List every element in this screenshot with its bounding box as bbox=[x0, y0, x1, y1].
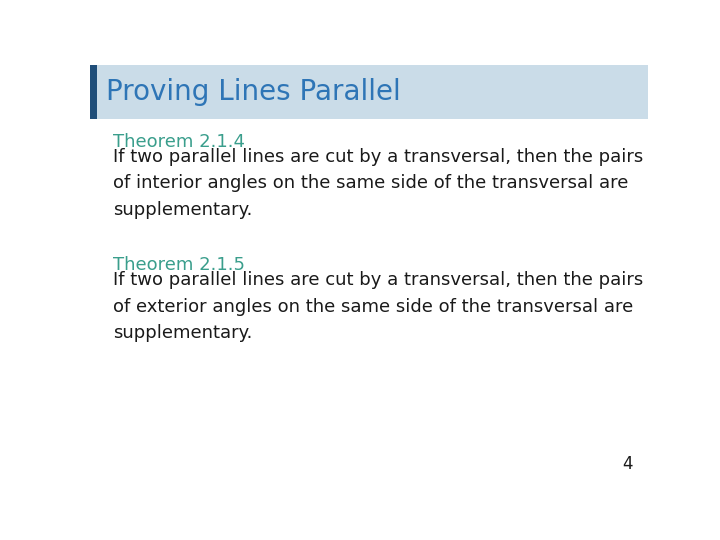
Text: If two parallel lines are cut by a transversal, then the pairs
of interior angle: If two parallel lines are cut by a trans… bbox=[113, 148, 644, 219]
Bar bbox=[90, 65, 97, 119]
Text: Theorem 2.1.5: Theorem 2.1.5 bbox=[113, 256, 246, 274]
Text: 4: 4 bbox=[622, 455, 632, 473]
Text: Proving Lines Parallel: Proving Lines Parallel bbox=[106, 78, 400, 106]
Bar bbox=[90, 65, 648, 119]
Text: Theorem 2.1.4: Theorem 2.1.4 bbox=[113, 132, 246, 151]
Text: If two parallel lines are cut by a transversal, then the pairs
of exterior angle: If two parallel lines are cut by a trans… bbox=[113, 271, 644, 342]
